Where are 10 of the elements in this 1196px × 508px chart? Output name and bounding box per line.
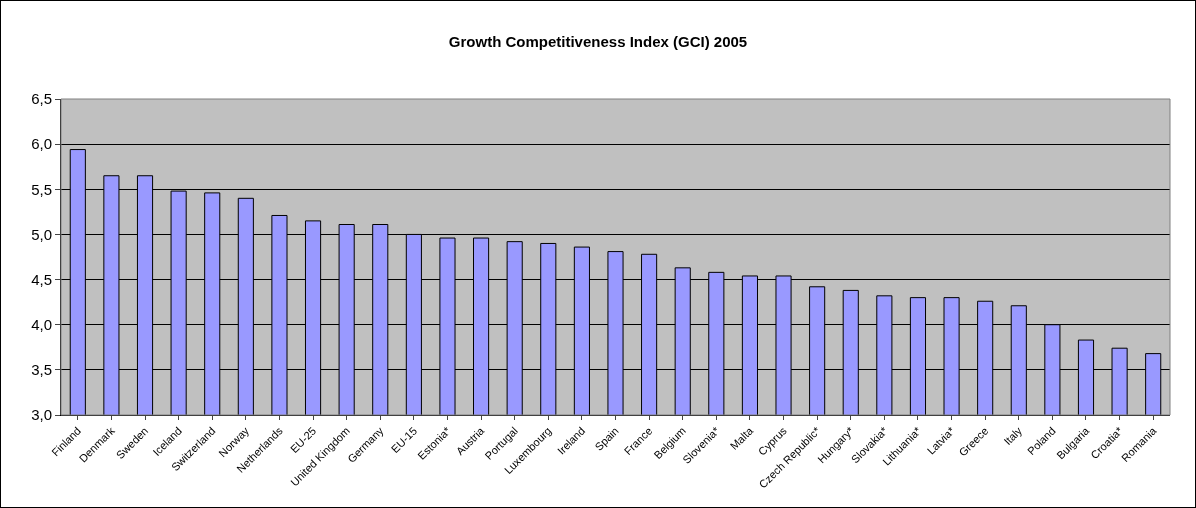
y-tick-label: 5,0 bbox=[31, 225, 52, 243]
x-tick-label: Italy bbox=[1001, 424, 1025, 448]
y-tick-label: 3,0 bbox=[31, 406, 52, 424]
y-tick-label: 5,5 bbox=[31, 180, 52, 198]
y-tick-label: 6,0 bbox=[31, 135, 52, 153]
chart-title: Growth Competitiveness Index (GCI) 2005 bbox=[448, 32, 748, 50]
y-tick-label: 3,5 bbox=[31, 361, 52, 379]
y-tick-label: 4,5 bbox=[31, 270, 52, 288]
y-tick-label: 4,0 bbox=[31, 315, 52, 333]
y-tick-label: 6,5 bbox=[31, 90, 52, 108]
